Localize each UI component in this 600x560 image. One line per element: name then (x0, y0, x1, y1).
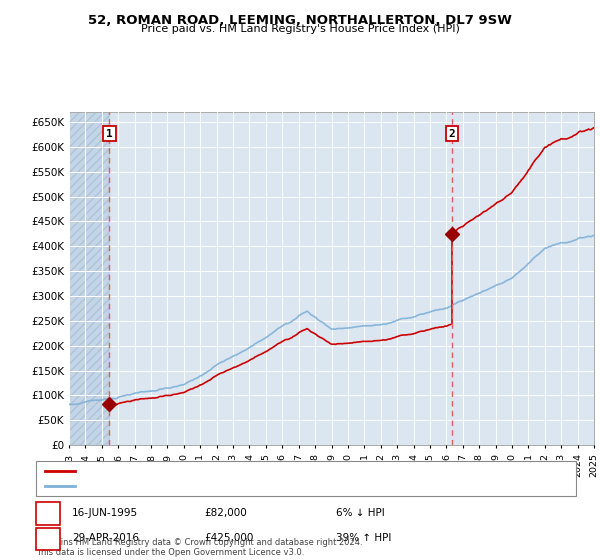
Text: 52, ROMAN ROAD, LEEMING, NORTHALLERTON, DL7 9SW (detached house): 52, ROMAN ROAD, LEEMING, NORTHALLERTON, … (81, 465, 450, 475)
Text: HPI: Average price, detached house, North Yorkshire: HPI: Average price, detached house, Nort… (81, 481, 337, 491)
Text: Price paid vs. HM Land Registry's House Price Index (HPI): Price paid vs. HM Land Registry's House … (140, 24, 460, 34)
Text: £82,000: £82,000 (204, 508, 247, 518)
Text: 2: 2 (44, 533, 52, 543)
Bar (69, 112, 109, 445)
Text: 29-APR-2016: 29-APR-2016 (72, 533, 139, 543)
Text: 6% ↓ HPI: 6% ↓ HPI (336, 508, 385, 518)
Text: £425,000: £425,000 (204, 533, 253, 543)
Bar (69, 112, 109, 445)
Text: 1: 1 (106, 129, 113, 139)
Text: 1: 1 (44, 508, 52, 518)
Text: 39% ↑ HPI: 39% ↑ HPI (336, 533, 391, 543)
Text: 52, ROMAN ROAD, LEEMING, NORTHALLERTON, DL7 9SW: 52, ROMAN ROAD, LEEMING, NORTHALLERTON, … (88, 14, 512, 27)
Text: Contains HM Land Registry data © Crown copyright and database right 2024.
This d: Contains HM Land Registry data © Crown c… (36, 538, 362, 557)
Text: 16-JUN-1995: 16-JUN-1995 (72, 508, 138, 518)
Text: 2: 2 (448, 129, 455, 139)
